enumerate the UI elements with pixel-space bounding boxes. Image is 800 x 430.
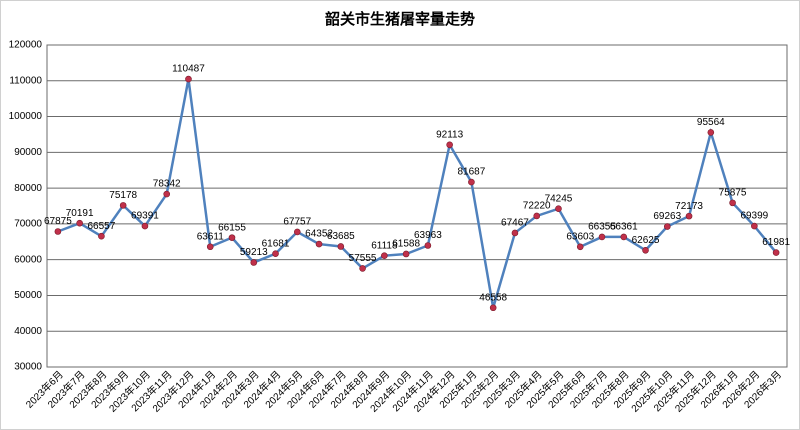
marker [402, 250, 410, 258]
data-label: 69399 [740, 211, 768, 222]
marker [446, 141, 453, 149]
marker [315, 240, 323, 248]
data-label: 61981 [762, 237, 790, 248]
marker [141, 222, 149, 230]
data-label: 81687 [458, 167, 486, 178]
marker [424, 242, 432, 249]
marker [185, 75, 192, 83]
marker [598, 233, 606, 241]
data-label: 67757 [283, 217, 311, 228]
data-label: 67875 [44, 216, 72, 227]
data-label: 69391 [131, 211, 159, 222]
data-label: 66155 [218, 222, 246, 233]
marker [359, 265, 366, 272]
marker [642, 246, 649, 254]
marker [489, 304, 497, 312]
data-label: 59213 [240, 247, 268, 258]
data-label: 61681 [262, 238, 290, 249]
line [57, 78, 778, 309]
marker [98, 232, 105, 240]
marker [707, 129, 715, 136]
marker [663, 223, 671, 230]
data-label: 63963 [414, 230, 442, 241]
data-label: 46558 [479, 292, 507, 303]
data-label: 63603 [566, 231, 594, 242]
y-tick-label: 60000 [14, 254, 42, 265]
marker [119, 202, 127, 209]
y-tick-label: 100000 [9, 111, 43, 122]
data-label: 66361 [610, 222, 638, 233]
y-tick-label: 70000 [14, 219, 42, 230]
plot-border [46, 44, 788, 368]
data-label: 92113 [436, 129, 464, 140]
marker [620, 233, 628, 241]
data-label: 72173 [675, 201, 703, 212]
data-label: 66557 [88, 221, 116, 232]
y-tick-label: 50000 [14, 290, 42, 301]
data-label: 72220 [523, 201, 551, 212]
y-tick-label: 110000 [9, 75, 42, 86]
data-label: 61118 [371, 240, 398, 251]
y-tick-label: 80000 [14, 183, 42, 194]
marker [751, 222, 758, 230]
marker [533, 212, 541, 220]
data-label: 75178 [109, 190, 137, 201]
data-label: 75875 [719, 188, 747, 199]
marker [468, 178, 475, 186]
data-label: 70191 [66, 208, 94, 219]
data-label: 95564 [697, 117, 725, 128]
y-tick-label: 30000 [14, 362, 42, 373]
y-tick-label: 90000 [14, 147, 42, 158]
marker [685, 212, 693, 220]
data-label: 63611 [197, 231, 225, 242]
marker [576, 243, 584, 251]
marker [293, 228, 301, 236]
marker [337, 243, 345, 250]
data-label: 64352 [305, 229, 333, 240]
data-label: 61588 [392, 239, 420, 250]
data-label: 66355 [588, 222, 616, 233]
marker [555, 205, 562, 213]
marker [250, 259, 258, 266]
marker [729, 199, 736, 207]
marker [76, 219, 83, 227]
marker [272, 250, 279, 257]
marker [206, 243, 214, 251]
chart-title: 韶关市生猪屠宰量走势 [325, 10, 475, 28]
data-label: 69263 [653, 211, 681, 222]
y-tick-label: 120000 [9, 40, 43, 51]
data-label: 63685 [327, 231, 355, 242]
data-label: 57555 [349, 253, 377, 264]
data-label: 74245 [545, 193, 573, 204]
marker [163, 190, 171, 198]
data-label: 62625 [632, 235, 660, 246]
y-tick-label: 40000 [14, 326, 42, 337]
marker [511, 229, 519, 237]
marker [54, 228, 62, 235]
marker [772, 249, 780, 256]
marker [228, 234, 236, 241]
marker [381, 252, 388, 259]
data-label: 67467 [501, 218, 529, 229]
data-label: 110487 [172, 64, 205, 75]
data-label: 78342 [153, 179, 181, 190]
